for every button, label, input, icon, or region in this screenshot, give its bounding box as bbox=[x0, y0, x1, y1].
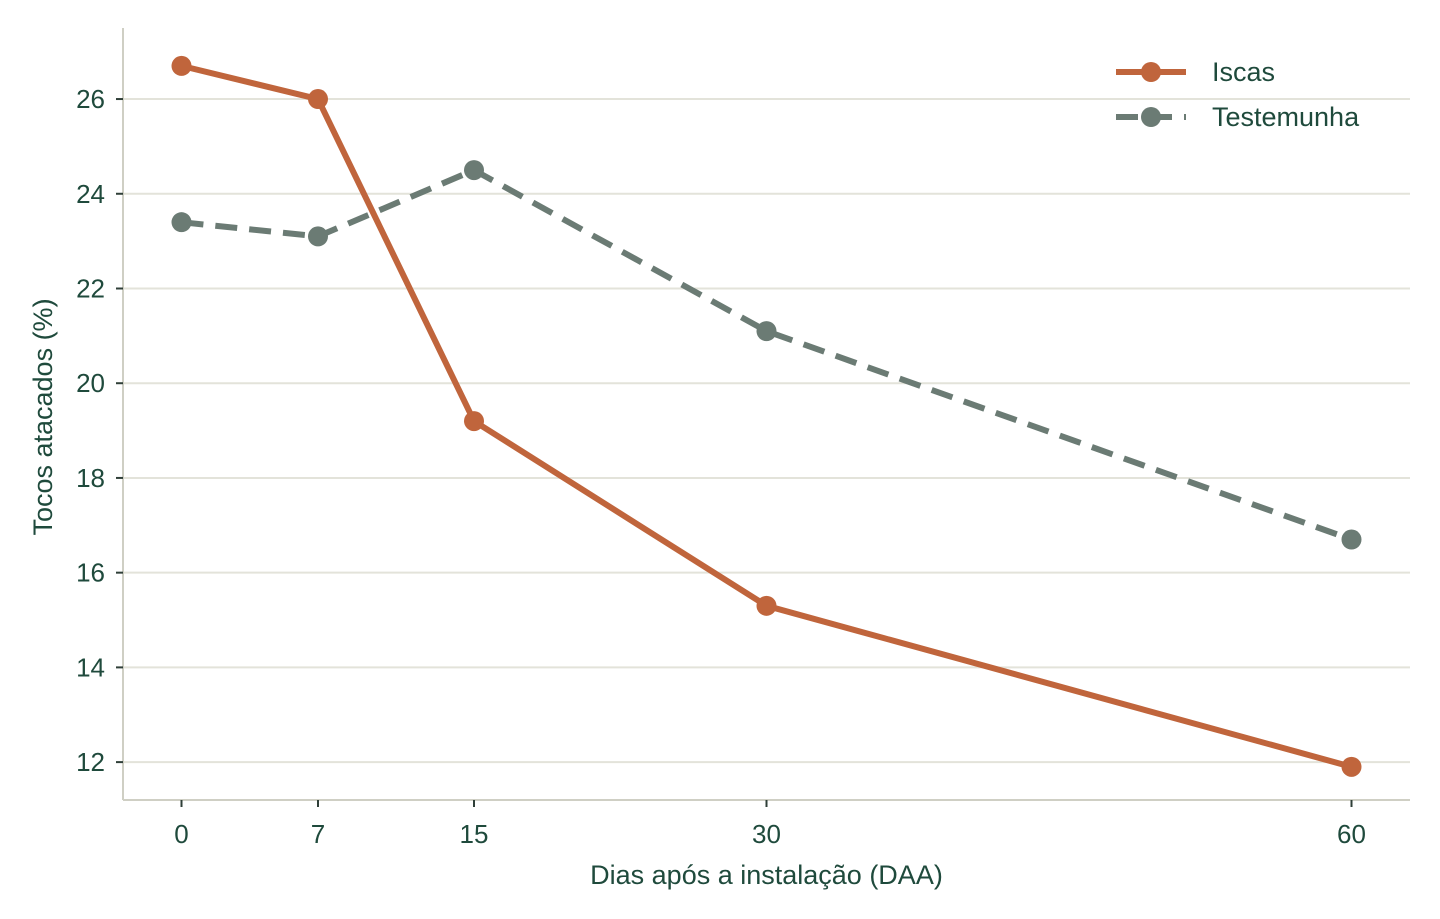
x-tick-label-30: 30 bbox=[752, 819, 781, 849]
y-tick-label-26: 26 bbox=[76, 84, 105, 114]
legend-item-iscas: Iscas bbox=[1116, 57, 1275, 87]
y-tick-label-20: 20 bbox=[76, 368, 105, 398]
legend-swatch-marker bbox=[1141, 107, 1161, 127]
series-line-testemunha bbox=[181, 167, 1353, 543]
x-tick-label-15: 15 bbox=[460, 819, 489, 849]
y-tick-label-18: 18 bbox=[76, 463, 105, 493]
legend-item-testemunha: Testemunha bbox=[1116, 102, 1360, 132]
legend-label: Iscas bbox=[1212, 57, 1275, 87]
x-axis-title: Dias após a instalação (DAA) bbox=[590, 860, 943, 890]
data-point-iscas-0 bbox=[171, 55, 192, 76]
y-tick-label-14: 14 bbox=[76, 652, 105, 682]
series-testemunha bbox=[171, 160, 1362, 550]
legend-swatch-marker bbox=[1141, 62, 1161, 82]
x-tick-label-7: 7 bbox=[311, 819, 325, 849]
y-tick-label-12: 12 bbox=[76, 747, 105, 777]
data-point-testemunha-0 bbox=[171, 212, 192, 233]
x-tick-label-60: 60 bbox=[1337, 819, 1366, 849]
series-line-iscas bbox=[180, 62, 1353, 770]
data-point-iscas-15 bbox=[464, 411, 484, 432]
y-axis-ticks: 12 14 16 18 20 22 24 26 bbox=[76, 84, 123, 777]
series bbox=[171, 55, 1362, 777]
data-point-testemunha-60 bbox=[1341, 529, 1362, 550]
grid-lines bbox=[123, 98, 1410, 764]
y-tick-label-24: 24 bbox=[76, 179, 105, 209]
data-point-iscas-7 bbox=[308, 89, 328, 110]
y-tick-label-22: 22 bbox=[76, 273, 105, 303]
series-iscas bbox=[171, 55, 1362, 777]
x-tick-label-0: 0 bbox=[174, 819, 188, 849]
legend-label: Testemunha bbox=[1212, 102, 1360, 132]
y-tick-label-16: 16 bbox=[76, 558, 105, 588]
axes bbox=[122, 28, 1410, 801]
legend: Iscas Testemunha bbox=[1116, 57, 1360, 132]
data-point-testemunha-7 bbox=[308, 226, 328, 247]
data-point-iscas-60 bbox=[1341, 756, 1362, 777]
data-point-iscas-30 bbox=[756, 595, 777, 616]
data-point-testemunha-15 bbox=[464, 160, 484, 181]
x-axis-ticks: 0 7 15 30 60 bbox=[174, 800, 1366, 849]
y-axis-title: Tocos atacados (%) bbox=[28, 298, 58, 535]
data-point-testemunha-30 bbox=[756, 321, 777, 342]
